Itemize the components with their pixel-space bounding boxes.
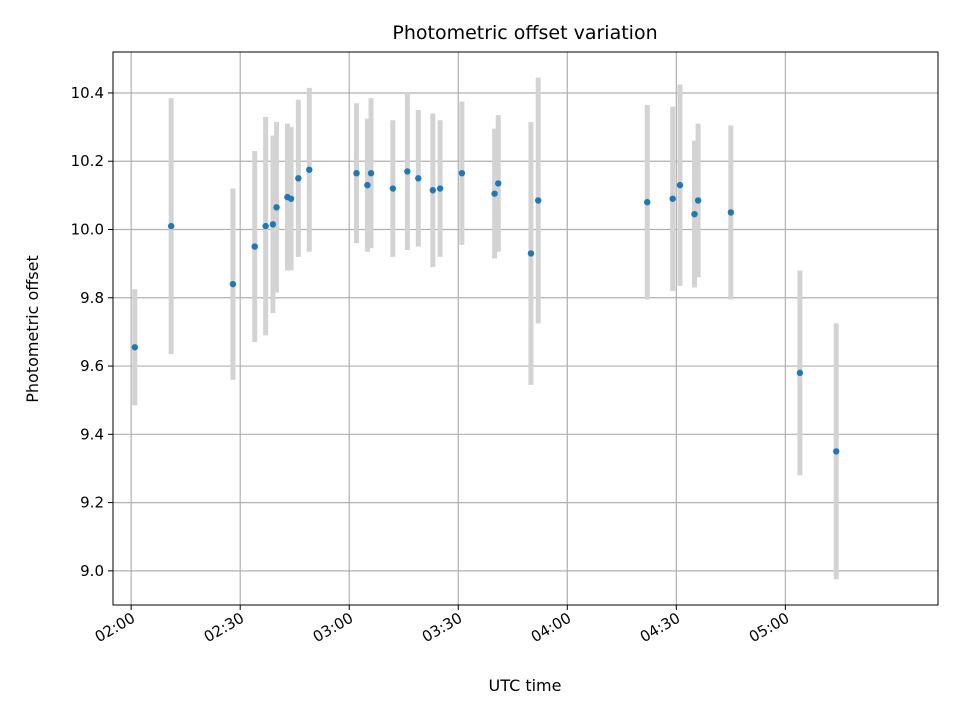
data-point — [796, 369, 804, 377]
data-point — [491, 190, 498, 197]
data-point — [404, 168, 411, 175]
y-tick-label: 9.8 — [80, 289, 104, 307]
y-tick-label: 10.2 — [71, 152, 104, 170]
y-tick-label: 9.2 — [80, 494, 104, 512]
data-point — [727, 209, 735, 216]
data-point — [429, 187, 437, 194]
y-tick-label: 10.0 — [71, 221, 104, 239]
data-point — [415, 175, 422, 182]
data-point — [691, 210, 698, 218]
data-point — [353, 169, 360, 177]
data-point — [167, 222, 175, 230]
data-point — [306, 166, 313, 173]
data-point — [644, 198, 651, 206]
data-point — [131, 344, 139, 351]
data-point — [251, 243, 258, 250]
data-point — [287, 195, 295, 202]
data-points — [131, 166, 840, 455]
data-point — [389, 185, 397, 192]
data-point — [262, 222, 269, 230]
data-point — [273, 204, 280, 211]
x-axis-label: UTC time — [489, 676, 562, 695]
y-tick-label: 9.4 — [80, 425, 104, 443]
data-point — [669, 195, 676, 202]
data-point — [367, 169, 375, 177]
data-point — [364, 181, 371, 189]
y-tick-label: 10.4 — [71, 84, 104, 102]
data-point — [833, 448, 840, 455]
grid-lines — [113, 52, 938, 605]
plot-frame — [112, 51, 939, 606]
data-point — [694, 197, 702, 204]
data-point — [269, 221, 277, 228]
y-axis-ticks: 9.0 9.2 9.4 9.6 9.8 10.0 10.2 10.4 — [71, 84, 113, 580]
y-tick-label: 9.6 — [80, 357, 104, 375]
data-point — [535, 197, 542, 204]
data-point — [229, 280, 237, 288]
y-axis-label: Photometric offset — [23, 255, 42, 403]
data-point — [458, 169, 466, 177]
chart-title: Photometric offset variation — [392, 22, 657, 44]
data-point — [295, 175, 302, 182]
data-point — [676, 181, 684, 189]
data-point — [527, 250, 535, 257]
data-point — [436, 185, 444, 192]
y-tick-label: 9.0 — [80, 562, 104, 580]
data-point — [495, 180, 502, 187]
